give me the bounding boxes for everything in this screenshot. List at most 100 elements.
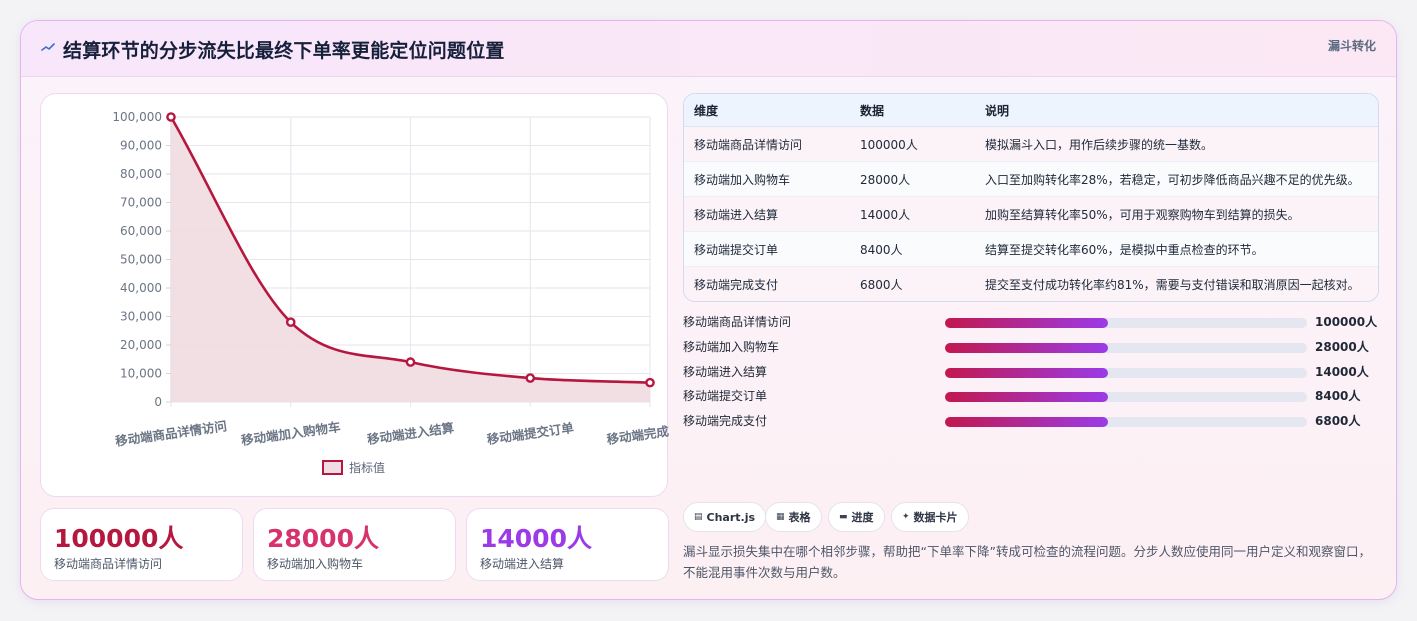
tag-label: Chart.js [706, 510, 756, 524]
progress-fill [945, 367, 1108, 378]
progress-label: 移动端完成支付 [683, 414, 768, 429]
progress-track [945, 417, 1307, 428]
progress-value: 8400人 [1315, 389, 1361, 404]
x-tick-label: 移动端完成支付 [606, 420, 669, 447]
table-cell: 6800人 [860, 278, 903, 292]
progress-row: 移动端提交订单 8400人 [683, 387, 1383, 405]
table-cell: 移动端商品详情访问 [694, 137, 803, 152]
tag-sparkle[interactable]: ✦ 数据卡片 [891, 502, 969, 532]
sparkle-icon: ✦ [902, 512, 910, 522]
tag-chart[interactable]: ▤ Chart.js [683, 502, 767, 532]
table-row: 移动端商品详情访问 100000人 模拟漏斗入口，用作后续步骤的统一基数。 [684, 127, 1378, 162]
data-point[interactable] [525, 373, 536, 383]
table-row: 移动端完成支付 6800人 提交至支付成功转化率约81%，需要与支付错误和取消原因一… [684, 267, 1378, 301]
y-tick-label: 40,000 [120, 281, 162, 295]
data-point[interactable] [285, 317, 296, 327]
y-tick-label: 80,000 [120, 167, 162, 181]
data-point[interactable] [405, 357, 416, 367]
stat-card: 28000人移动端加入购物车 [253, 508, 456, 581]
progress-fill [945, 318, 1108, 328]
funnel-card: 结算环节的分步流失比最终下单率更能定位问题位置 漏斗转化 100,000 90,0… [20, 20, 1397, 600]
stat-value: 28000人 [267, 524, 379, 553]
table-cell: 28000人 [860, 172, 911, 187]
table-cell: 100000人 [860, 137, 918, 152]
progress-row: 移动端完成支付 6800人 [683, 412, 1383, 430]
x-tick-label: 移动端提交订单 [486, 420, 575, 447]
table-row: 移动端提交订单 8400人 结算至提交转化率60%，是模拟中重点检查的环节。 [684, 232, 1378, 267]
progress-fill [945, 417, 1108, 428]
series-line [169, 116, 651, 384]
progress-value: 6800人 [1315, 414, 1361, 429]
stat-value: 100000人 [54, 524, 184, 553]
y-tick-label: 90,000 [120, 139, 162, 153]
trend-icon [41, 43, 55, 51]
progress-track [945, 367, 1307, 378]
progress-row: 移动端加入购物车 28000人 [683, 338, 1383, 356]
x-tick-label: 移动端进入结算 [366, 420, 455, 447]
stat-value: 14000人 [480, 524, 592, 553]
stat-label: 移动端商品详情访问 [54, 557, 163, 571]
progress-value: 100000人 [1315, 315, 1378, 329]
progress-label: 移动端提交订单 [683, 389, 768, 404]
y-tick-label: 0 [154, 395, 162, 409]
tag-label: 表格 [788, 511, 811, 524]
table-cell: 8400人 [860, 242, 903, 257]
y-tick-label: 50,000 [120, 253, 162, 267]
legend-label: 指标值 [349, 460, 385, 475]
category-badge: 漏斗转化 [1327, 39, 1376, 53]
table-cell: 结算至提交转化率60%，是模拟中重点检查的环节。 [985, 242, 1264, 257]
progress-row: 移动端商品详情访问 100000人 [683, 313, 1383, 331]
chart-canvas: 100,000 90,000 80,000 70,000 60,000 50,000 40,… [112, 110, 669, 475]
progress-icon: ▬ [839, 512, 848, 522]
column-header-data: 数据 [860, 103, 885, 118]
chart-icon: ▤ [694, 512, 703, 522]
table-cell: 加购至结算转化率50%，可用于观察购物车到结算的损失。 [985, 207, 1300, 222]
y-tick-label: 60,000 [120, 224, 162, 238]
progress-track [945, 342, 1307, 353]
table-cell: 移动端提交订单 [694, 242, 779, 257]
table-header: 维度 数据 说明 [684, 94, 1378, 127]
card-header: 结算环节的分步流失比最终下单率更能定位问题位置 漏斗转化 [21, 21, 1396, 77]
tag-table[interactable]: ▦ 表格 [765, 502, 822, 532]
legend-swatch [322, 460, 343, 475]
table-cell: 移动端完成支付 [694, 278, 779, 292]
column-header-dimension: 维度 [694, 103, 719, 118]
description-text: 漏斗显示损失集中在哪个相邻步骤，帮助把“下单率下降”转成可检查的流程问题。分步人… [683, 544, 1371, 580]
y-tick-label: 20,000 [120, 338, 162, 352]
tag-label: 进度 [851, 511, 874, 524]
table-cell: 提交至支付成功转化率约81%，需要与支付错误和取消原因一起核对。 [985, 278, 1360, 292]
stat-card: 14000人 移动端进入结算 [466, 508, 669, 581]
stat-label: 移动端加入购物车 [267, 557, 364, 571]
y-tick-label: 30,000 [120, 310, 162, 324]
table-row: 移动端进入结算 14000人 加购至结算转化率50%，可用于观察购物车到结算的损失。 [684, 197, 1378, 232]
progress-value: 28000人 [1315, 339, 1369, 354]
table-row: 移动端加入购物车 28000人 入口至加购转化率28%，若稳定，可初步降低商品兴趣不… [684, 162, 1378, 197]
progress-fill [945, 342, 1108, 353]
progress-fill [945, 392, 1108, 403]
funnel-chart: 100,000 90,000 80,000 70,000 60,000 50,000 40,… [40, 93, 669, 497]
tag-progress[interactable]: ▬ 进度 [828, 502, 885, 532]
progress-value: 14000人 [1315, 364, 1369, 379]
progress-row: 移动端进入结算 14000人 [683, 363, 1383, 381]
funnel-table: 维度 数据 说明 移动端商品详情访问 100000人 模拟漏斗入口，用作后续步骤的统… [683, 93, 1379, 302]
data-point[interactable] [166, 112, 176, 122]
table-cell: 入口至加购转化率28%，若稳定，可初步降低商品兴趣不足的优先级。 [985, 172, 1360, 187]
y-tick-label: 100,000 [112, 110, 162, 124]
table-cell: 移动端加入购物车 [694, 172, 791, 187]
table-cell: 模拟漏斗入口，用作后续步骤的统一基数。 [985, 137, 1214, 152]
y-tick-label: 10,000 [120, 367, 162, 381]
table-icon: ▦ [776, 512, 785, 522]
data-point[interactable] [645, 377, 655, 388]
column-header-note: 说明 [985, 103, 1010, 118]
progress-track [945, 318, 1307, 328]
stat-card: 100000人移动端商品详情访问 [40, 508, 243, 581]
table-cell: 14000人 [860, 207, 911, 222]
x-tick-label: 移动端加入购物车 [240, 419, 342, 448]
progress-label: 移动端加入购物车 [683, 339, 780, 354]
y-tick-label: 70,000 [120, 196, 162, 210]
progress-track [945, 392, 1307, 403]
series-area [171, 117, 650, 402]
progress-label: 移动端进入结算 [683, 364, 768, 379]
page-title: 结算环节的分步流失比最终下单率更能定位问题位置 [63, 40, 505, 62]
x-tick-label: 移动端商品详情访问 [114, 418, 228, 449]
